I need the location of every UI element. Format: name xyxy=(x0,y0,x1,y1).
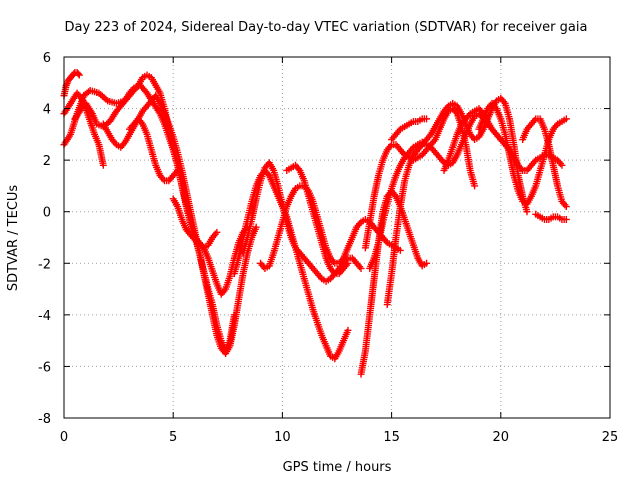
y-tick-label: 6 xyxy=(43,51,51,66)
data-point-marker xyxy=(357,264,365,272)
plot-frame xyxy=(63,56,611,419)
series-pass-19 xyxy=(532,210,570,223)
data-points xyxy=(60,68,570,378)
series-pass-6 xyxy=(126,115,182,185)
data-point-marker xyxy=(252,223,260,231)
series-pass-18 xyxy=(475,99,570,208)
x-axis-label: GPS time / hours xyxy=(283,460,392,475)
series-pass-14 xyxy=(366,110,514,272)
data-point-marker xyxy=(423,115,431,123)
series-pass-5 xyxy=(99,92,260,358)
data-point-marker xyxy=(344,326,352,334)
y-tick-label: 4 xyxy=(43,103,51,118)
y-tick-label: -4 xyxy=(38,309,51,324)
y-tick-label: 0 xyxy=(43,206,51,221)
data-point-marker xyxy=(396,246,404,254)
y-tick-label: -6 xyxy=(38,360,51,375)
data-point-marker xyxy=(75,71,83,79)
y-tick-label: -2 xyxy=(38,257,51,272)
x-tick-label: 20 xyxy=(493,430,510,445)
series-pass-20 xyxy=(519,115,570,211)
data-point-marker xyxy=(213,228,221,236)
x-tick-label: 10 xyxy=(274,430,291,445)
y-tick-label: -8 xyxy=(38,412,51,427)
x-tick-label: 0 xyxy=(60,430,68,445)
x-tick-label: 15 xyxy=(383,430,400,445)
axes: 0 5 10 15 20 25 -8 -6 -4 -2 0 2 4 6 xyxy=(38,51,618,445)
data-point-marker xyxy=(74,70,82,78)
data-point-marker xyxy=(562,215,570,223)
series-pass-11 xyxy=(283,161,352,278)
data-point-marker xyxy=(471,182,479,190)
data-point-marker xyxy=(562,203,570,211)
y-tick-label: 2 xyxy=(43,154,51,169)
data-point-marker xyxy=(174,166,182,174)
data-point-marker xyxy=(344,259,352,267)
data-point-marker xyxy=(562,115,570,123)
data-point-marker xyxy=(99,161,107,169)
data-point-marker xyxy=(423,259,431,267)
y-axis-label: SDTVAR / TECUs xyxy=(6,185,21,292)
chart-title: Day 223 of 2024, Sidereal Day-to-day VTE… xyxy=(65,20,588,35)
x-tick-label: 5 xyxy=(169,430,177,445)
series-pass-16 xyxy=(388,115,431,144)
data-point-marker xyxy=(523,208,531,216)
x-tick-label: 25 xyxy=(602,430,619,445)
data-point-marker xyxy=(558,161,566,169)
